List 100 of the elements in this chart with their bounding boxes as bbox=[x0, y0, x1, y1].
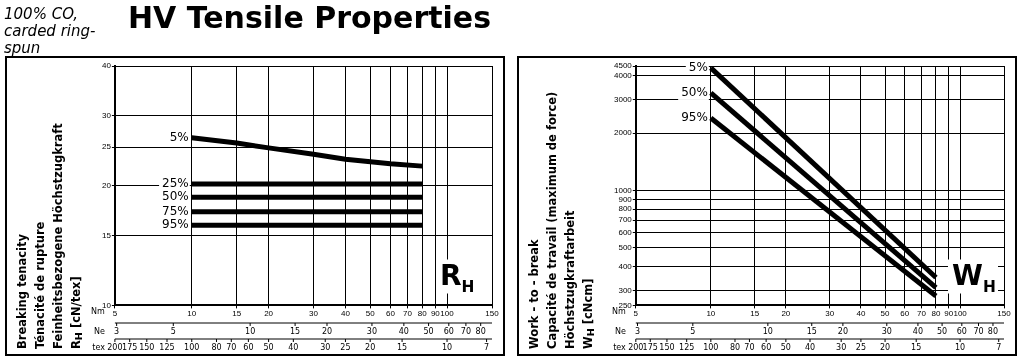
x-tick-label: 100 bbox=[440, 309, 455, 319]
text: 15 bbox=[397, 343, 408, 353]
y-tick-label: 4500 bbox=[614, 61, 633, 71]
text: 80 bbox=[729, 343, 741, 353]
y-tick-label: 700 bbox=[618, 215, 633, 225]
x-tick-label: 30 bbox=[309, 309, 319, 319]
text: 100 bbox=[703, 343, 719, 353]
x-tick-label: 15 bbox=[232, 309, 242, 319]
y-tick-label: 3000 bbox=[614, 94, 633, 104]
text: 20 bbox=[837, 327, 848, 337]
text: 80 bbox=[475, 327, 486, 337]
text: 20 bbox=[365, 343, 376, 353]
x-tick-label: 70 bbox=[403, 309, 413, 319]
x-tick-label: 20 bbox=[264, 309, 274, 319]
text: 125 bbox=[159, 343, 175, 353]
text: 50 bbox=[423, 327, 434, 337]
text: 30 bbox=[366, 327, 378, 337]
x-axis-title: Nm bbox=[91, 307, 106, 317]
text: 200 bbox=[628, 343, 644, 353]
text: 10 bbox=[245, 327, 256, 337]
text: 25 bbox=[340, 343, 351, 353]
x-tick-label: 70 bbox=[917, 309, 927, 319]
text: 5 bbox=[690, 327, 696, 337]
y-tick-label: 40 bbox=[101, 61, 112, 71]
x-tick-label: 50 bbox=[365, 309, 376, 319]
text: 40 bbox=[804, 343, 816, 353]
x-tick-label: 30 bbox=[825, 309, 835, 319]
x-tick-label: 80 bbox=[931, 309, 941, 319]
text: 25 bbox=[855, 343, 866, 353]
text: 70 bbox=[973, 327, 984, 337]
text: 30 bbox=[320, 343, 331, 353]
text: 175 bbox=[642, 343, 658, 353]
chart-title: HV Tensile Properties bbox=[128, 0, 492, 35]
chart-subtitle: 100% CO, carded ring-spun bbox=[4, 5, 97, 57]
y-tick-label: 800 bbox=[618, 204, 633, 214]
y-tick-label: 900 bbox=[618, 194, 633, 204]
series-label: 5% bbox=[169, 129, 189, 144]
text: 80 bbox=[987, 327, 999, 337]
series-label: 50% bbox=[681, 85, 708, 100]
series-label: 95% bbox=[162, 217, 189, 232]
text: 15 bbox=[806, 327, 817, 337]
y-tick-label: 300 bbox=[618, 285, 633, 295]
x-tick-label: 60 bbox=[900, 309, 910, 319]
y-tick-label: 600 bbox=[618, 228, 633, 238]
text: 30 bbox=[881, 327, 892, 337]
text: 150 bbox=[139, 343, 155, 353]
text: 3 bbox=[114, 327, 120, 337]
x-tick-label: 100 bbox=[953, 309, 968, 319]
y-tick-label: 20 bbox=[101, 180, 112, 190]
x-axis-title: Nm bbox=[612, 307, 626, 317]
text: 50 bbox=[780, 343, 791, 353]
text: 7 bbox=[484, 343, 490, 353]
text: 40 bbox=[912, 327, 924, 337]
text: 30 bbox=[836, 343, 847, 353]
text: 40 bbox=[398, 327, 409, 337]
series-label: 5% bbox=[688, 59, 708, 74]
text: 60 bbox=[443, 327, 454, 337]
text: 3 bbox=[634, 327, 641, 337]
text: 60 bbox=[956, 327, 967, 337]
text: 5 bbox=[170, 327, 176, 337]
x-tick-label: 90 bbox=[430, 309, 441, 319]
text: 20 bbox=[879, 343, 891, 353]
text: 50 bbox=[936, 327, 948, 337]
x-tick-label: 20 bbox=[781, 309, 791, 319]
text: 7 bbox=[996, 343, 1002, 353]
text: 100 bbox=[184, 343, 200, 353]
text: 200 bbox=[107, 343, 123, 353]
x-tick-label: 90 bbox=[944, 309, 954, 319]
y-tick-label: 25 bbox=[101, 142, 112, 152]
text: Ne bbox=[93, 327, 105, 337]
text: tex bbox=[92, 343, 106, 353]
series-label: 75% bbox=[162, 203, 189, 218]
text: 10 bbox=[955, 343, 966, 353]
text: 10 bbox=[441, 343, 453, 353]
text: 125 bbox=[679, 343, 695, 353]
text: Ne bbox=[614, 327, 626, 337]
x-tick-label: 15 bbox=[750, 309, 760, 319]
text: 70 bbox=[460, 327, 471, 337]
y-tick-label: 30 bbox=[101, 110, 112, 120]
y-tick-label: 1000 bbox=[614, 185, 633, 195]
y-tick-label: 15 bbox=[101, 230, 112, 240]
y-tick-label: 400 bbox=[618, 261, 633, 271]
x-tick-label: 60 bbox=[385, 309, 396, 319]
text: tex bbox=[613, 343, 627, 353]
text: 150 bbox=[659, 343, 675, 353]
y-tick-label: 10 bbox=[101, 300, 112, 310]
text: 80 bbox=[211, 343, 222, 353]
y-tick-label: 2000 bbox=[614, 128, 633, 138]
y-tick-label: 500 bbox=[618, 243, 633, 253]
text: 70 bbox=[226, 343, 237, 353]
series-label: 50% bbox=[162, 189, 189, 204]
x-tick-label: 10 bbox=[706, 309, 716, 319]
text: 50 bbox=[263, 343, 274, 353]
text: 10 bbox=[762, 327, 773, 337]
x-tick-label: 150 bbox=[485, 309, 500, 319]
x-tick-label: 40 bbox=[856, 309, 866, 319]
series-label: 25% bbox=[162, 176, 189, 191]
x-tick-label: 150 bbox=[997, 309, 1012, 319]
x-tick-label: 50 bbox=[880, 309, 891, 319]
text: 70 bbox=[744, 343, 755, 353]
